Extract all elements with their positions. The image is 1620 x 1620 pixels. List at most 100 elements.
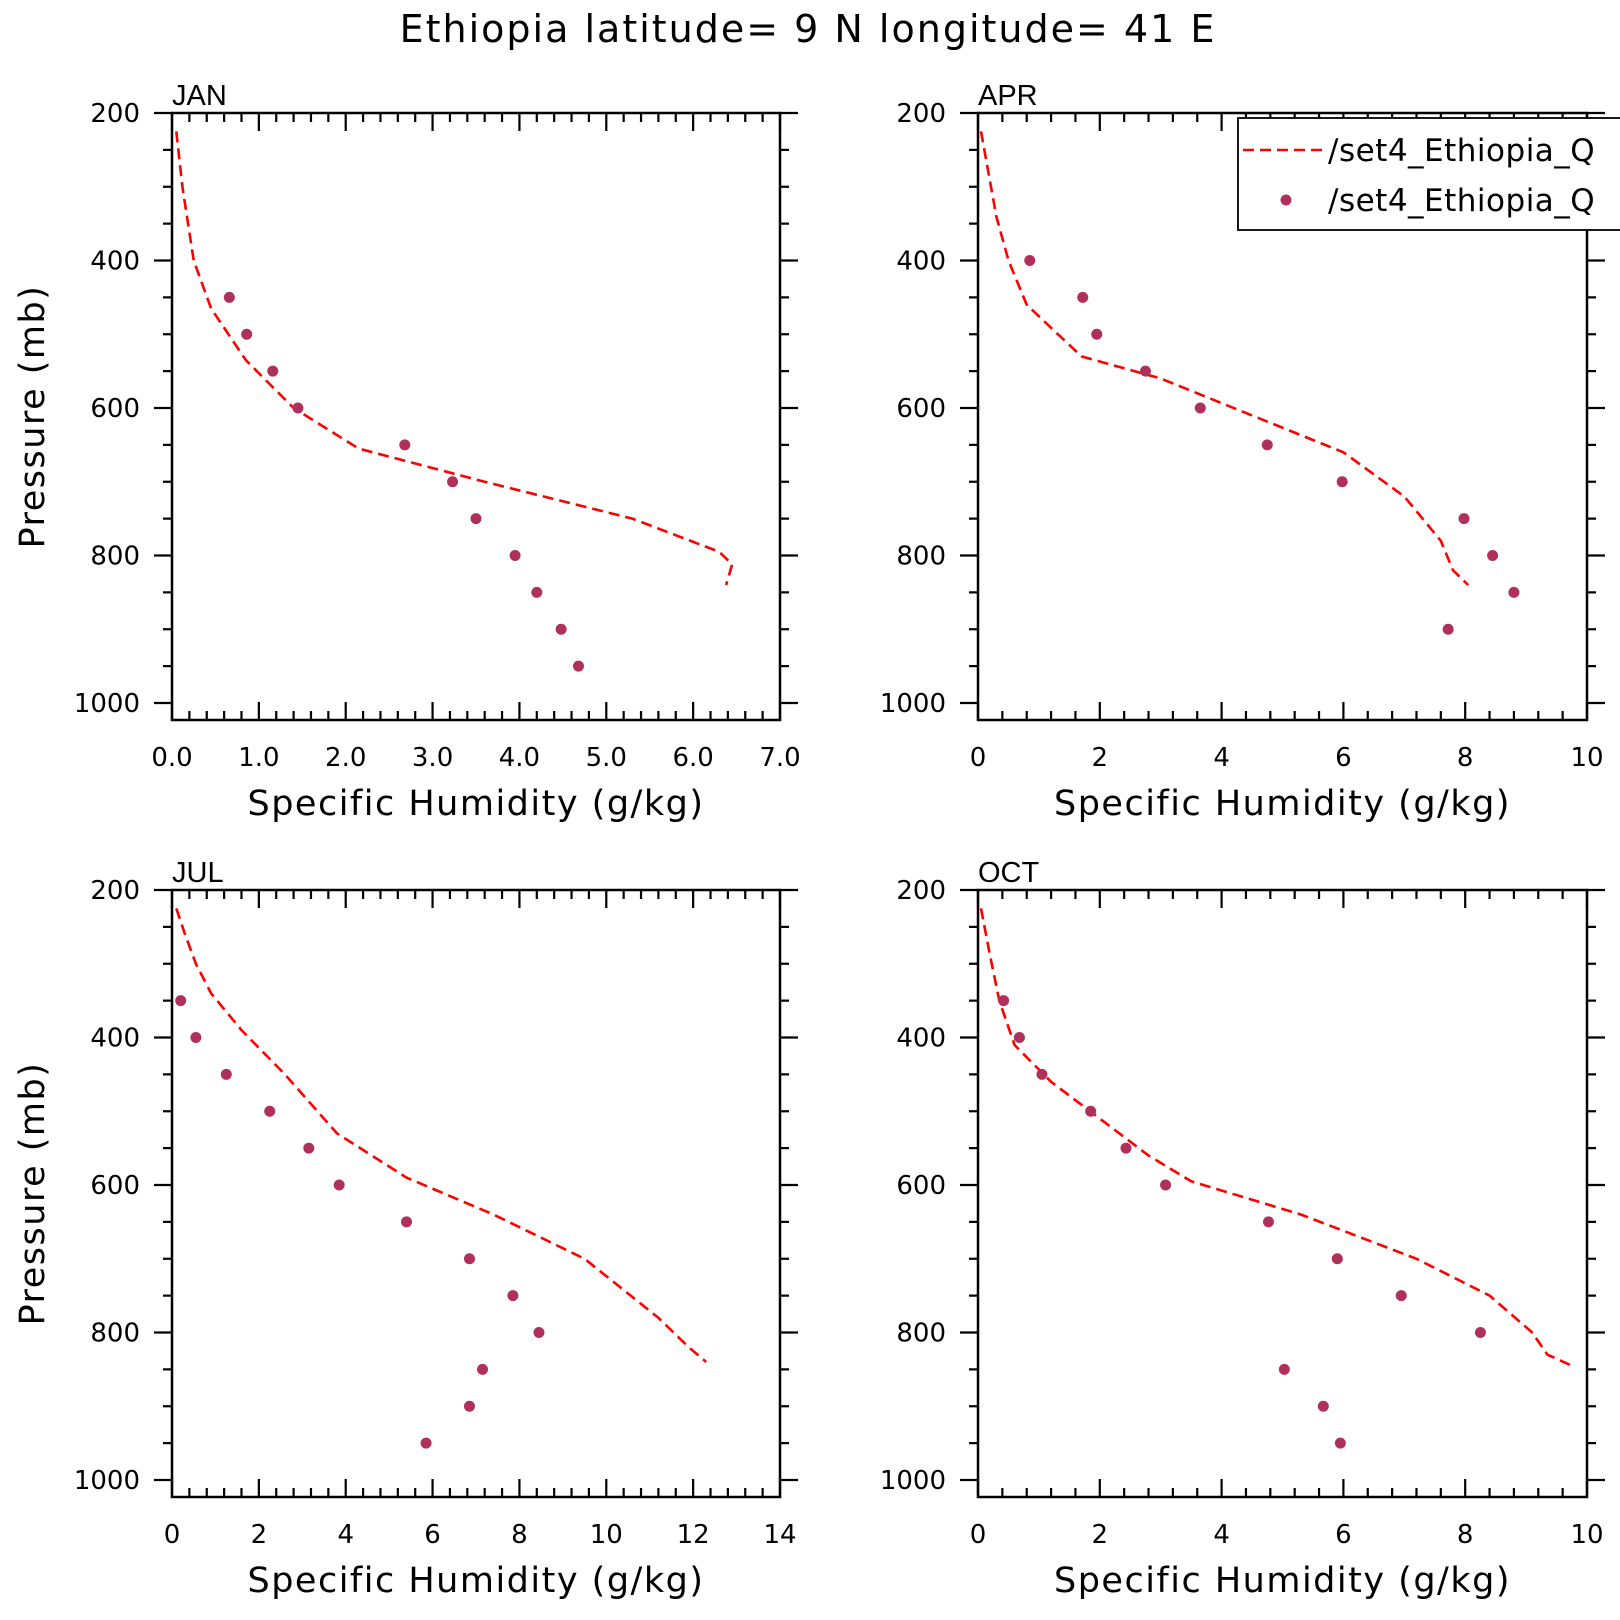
y-tick-label: 800 bbox=[90, 1319, 140, 1349]
obs-data-point bbox=[1085, 1105, 1097, 1117]
x-tick-label: 4 bbox=[337, 1520, 354, 1550]
obs-data-point bbox=[1395, 1290, 1407, 1302]
x-tick-label: 6.0 bbox=[672, 743, 713, 773]
obs-data-point bbox=[463, 1400, 475, 1412]
model-profile-line bbox=[175, 907, 708, 1363]
obs-data-point bbox=[1194, 402, 1206, 414]
obs-data-point bbox=[1442, 623, 1454, 635]
x-tick-label: 10 bbox=[1570, 743, 1603, 773]
obs-data-point bbox=[241, 328, 253, 340]
obs-data-point bbox=[1474, 1327, 1486, 1338]
panel-label: APR bbox=[978, 80, 1038, 112]
panel-jul: JUL 0 2 4 6 8 10 12 14 200 400 600 800 1000 Specific H… bbox=[13, 857, 798, 1601]
y-tick-label: 400 bbox=[896, 1024, 946, 1054]
obs-data-point bbox=[1262, 1216, 1274, 1228]
obs-data-point bbox=[399, 439, 411, 451]
obs-data-point bbox=[1278, 1363, 1290, 1375]
y-tick-label: 200 bbox=[896, 876, 946, 906]
model-profile-line bbox=[979, 131, 1470, 586]
obs-data-point bbox=[1091, 328, 1103, 340]
obs-data-point bbox=[190, 1032, 202, 1043]
x-tick-label: 5.0 bbox=[586, 743, 627, 773]
x-tick-label: 8 bbox=[511, 1520, 528, 1550]
obs-data-point bbox=[1077, 291, 1089, 303]
obs-data-point bbox=[333, 1179, 345, 1191]
x-tick-label: 2.0 bbox=[325, 743, 366, 773]
panel-apr: APR 0 2 4 6 8 10 200 400 600 800 1000 Specific Humid… bbox=[880, 80, 1605, 824]
x-tick-label: 1.0 bbox=[238, 743, 279, 773]
obs-data-point bbox=[1160, 1179, 1172, 1191]
panel-oct: OCT 0 2 4 6 8 10 200 400 600 800 1000 Specific Humid… bbox=[880, 857, 1605, 1601]
obs-data-point bbox=[1334, 1437, 1346, 1449]
plot-frame bbox=[976, 888, 1589, 1499]
y-axis-label: Pressure (mb) bbox=[13, 285, 53, 549]
obs-data-point bbox=[477, 1363, 489, 1375]
obs-data-point bbox=[507, 1290, 519, 1302]
obs-data-point bbox=[1317, 1400, 1329, 1412]
x-tick-label: 6 bbox=[1335, 743, 1352, 773]
y-tick-label: 800 bbox=[896, 1319, 946, 1349]
y-tick-label: 1000 bbox=[74, 689, 140, 719]
x-tick-label: 0 bbox=[164, 1520, 181, 1550]
obs-data-point bbox=[1024, 255, 1036, 266]
obs-data-point bbox=[533, 1327, 545, 1338]
plot-frame bbox=[170, 111, 782, 722]
obs-data-point bbox=[1139, 365, 1151, 377]
obs-data-point bbox=[1458, 513, 1470, 525]
panel-jan: JAN 0.0 1.0 2.0 3.0 4.0 5.0 6.0 7.0 200 400 600 800 1… bbox=[13, 80, 801, 824]
x-tick-label: 4 bbox=[1213, 743, 1230, 773]
obs-data-point bbox=[264, 1105, 276, 1117]
obs-data-point bbox=[463, 1253, 475, 1265]
x-axis-label: Specific Humidity (g/kg) bbox=[1054, 1561, 1511, 1601]
obs-data-point bbox=[572, 660, 584, 672]
obs-data-point bbox=[1261, 439, 1273, 451]
obs-data-point bbox=[1036, 1068, 1048, 1080]
figure-title: Ethiopia latitude= 9 N longitude= 41 E bbox=[400, 7, 1217, 51]
obs-data-point bbox=[1013, 1032, 1025, 1043]
y-tick-label: 400 bbox=[896, 247, 946, 277]
x-tick-label: 10 bbox=[1570, 1520, 1603, 1550]
model-profile-line bbox=[979, 908, 1573, 1367]
x-tick-label: 3.0 bbox=[412, 743, 453, 773]
panel-label: OCT bbox=[978, 857, 1040, 889]
obs-data-point bbox=[998, 995, 1010, 1007]
obs-data-point bbox=[220, 1068, 232, 1080]
obs-data-point bbox=[267, 365, 279, 377]
legend: /set4_Ethiopia_Q/set4_Ethiopia_Q bbox=[1237, 117, 1620, 231]
x-tick-label: 10 bbox=[590, 1520, 623, 1550]
y-tick-label: 400 bbox=[90, 1024, 140, 1054]
x-tick-label: 6 bbox=[1335, 1520, 1352, 1550]
y-tick-label: 200 bbox=[90, 99, 140, 129]
y-tick-label: 600 bbox=[90, 1171, 140, 1201]
obs-data-point bbox=[175, 995, 187, 1007]
plot-frame bbox=[976, 111, 1589, 722]
obs-data-point bbox=[531, 586, 543, 598]
y-tick-label: 600 bbox=[896, 394, 946, 424]
obs-data-point bbox=[420, 1437, 432, 1449]
y-tick-label: 600 bbox=[90, 394, 140, 424]
y-tick-label: 1000 bbox=[74, 1466, 140, 1496]
obs-data-point bbox=[1336, 476, 1348, 488]
y-tick-label: 400 bbox=[90, 247, 140, 277]
y-axis-label: Pressure (mb) bbox=[13, 1062, 53, 1326]
y-tick-label: 200 bbox=[896, 99, 946, 129]
x-tick-label: 7.0 bbox=[759, 743, 800, 773]
obs-data-point bbox=[555, 623, 567, 635]
x-tick-label: 4.0 bbox=[499, 743, 540, 773]
y-tick-label: 800 bbox=[90, 542, 140, 572]
y-tick-label: 200 bbox=[90, 876, 140, 906]
x-tick-label: 2 bbox=[251, 1520, 268, 1550]
x-tick-label: 2 bbox=[1092, 743, 1109, 773]
x-axis-label: Specific Humidity (g/kg) bbox=[248, 784, 705, 824]
x-tick-label: 0 bbox=[970, 1520, 987, 1550]
legend-entry-label: /set4_Ethiopia_Q bbox=[1328, 183, 1595, 219]
x-tick-label: 4 bbox=[1213, 1520, 1230, 1550]
panel-label: JUL bbox=[172, 857, 224, 889]
model-profile-line bbox=[175, 131, 734, 586]
obs-data-point bbox=[470, 513, 482, 525]
obs-data-point bbox=[1120, 1142, 1132, 1154]
obs-data-point bbox=[1331, 1253, 1343, 1265]
